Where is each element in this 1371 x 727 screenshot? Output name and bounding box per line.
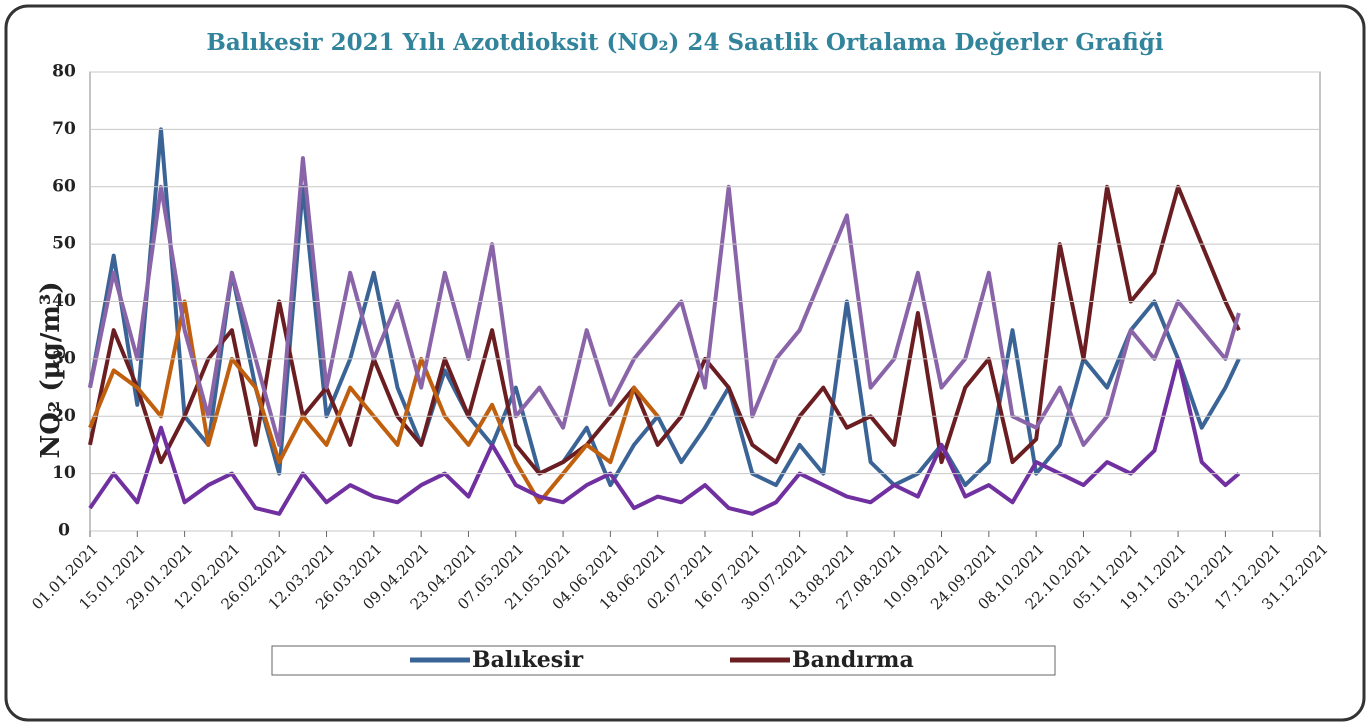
series-line bbox=[88, 156, 1241, 447]
legend bbox=[271, 645, 1056, 676]
y-tick-label: 70 bbox=[52, 119, 76, 139]
y-axis-label: NO₂ (µg/m³) bbox=[36, 281, 66, 458]
y-tick-label: 60 bbox=[52, 176, 76, 196]
y-tick-label: 80 bbox=[52, 62, 76, 82]
chart-title: Balıkesir 2021 Yılı Azotdioksit (NO₂) 24… bbox=[206, 29, 1163, 56]
series-line bbox=[88, 184, 1241, 476]
y-tick-label: 0 bbox=[58, 521, 70, 541]
y-tick-label: 40 bbox=[52, 291, 76, 311]
y-tick-label: 50 bbox=[52, 234, 76, 254]
legend-label: Balıkesir bbox=[472, 647, 584, 673]
series-line bbox=[88, 127, 1241, 488]
y-tick-label: 30 bbox=[52, 348, 76, 368]
series-line bbox=[88, 356, 1241, 516]
y-tick-label: 10 bbox=[52, 463, 76, 483]
y-tick-label: 20 bbox=[52, 406, 76, 426]
legend-label: Bandırma bbox=[792, 647, 914, 673]
